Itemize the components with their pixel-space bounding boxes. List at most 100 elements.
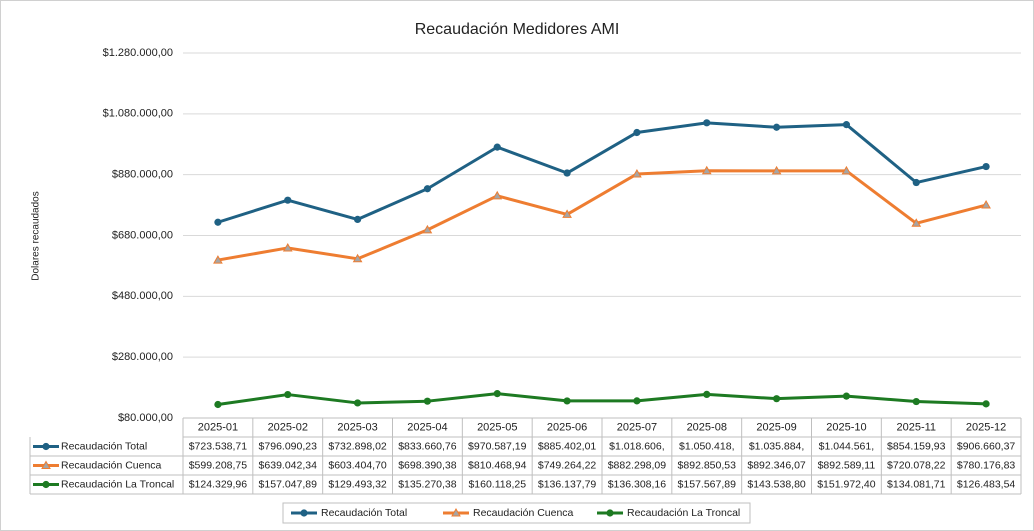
legend-key-marker	[606, 509, 614, 517]
y-tick-label: $280.000,00	[112, 351, 173, 363]
table-cell: $129.493,32	[328, 478, 387, 490]
marker	[423, 397, 432, 405]
table-cell: $599.208,75	[189, 459, 248, 471]
marker	[982, 400, 990, 408]
marker	[562, 209, 572, 218]
table-cell: $970.587,19	[468, 440, 527, 452]
marker	[842, 121, 851, 129]
table-cell: $1.044.561,	[819, 440, 874, 452]
table-cell: $135.270,38	[398, 478, 457, 490]
marker	[352, 253, 363, 263]
table-cell: $603.404,70	[328, 459, 387, 471]
marker	[563, 169, 571, 177]
table-cell: $136.137,79	[538, 478, 597, 490]
table-cell: $134.081,71	[887, 478, 946, 490]
table-cell: $1.035.884,	[749, 440, 804, 452]
marker	[214, 400, 222, 409]
table-cell: $810.468,94	[468, 459, 527, 471]
marker	[563, 397, 571, 405]
marker	[772, 123, 781, 131]
y-axis-label: Dolares recaudados	[31, 191, 42, 281]
legend-label: Recaudación Total	[321, 507, 407, 519]
table-cell: $906.660,37	[957, 440, 1016, 452]
marker	[492, 190, 503, 200]
table-cell: $151.972,40	[817, 478, 876, 490]
table-cell: $157.047,89	[259, 478, 318, 490]
table-header: 2025-12	[966, 421, 1006, 433]
table-cell: $749.264,22	[538, 459, 597, 471]
table-cell: $136.308,16	[608, 478, 667, 490]
table-cell: $1.050.418,	[679, 440, 734, 452]
marker	[912, 397, 920, 406]
marker	[284, 196, 292, 204]
table-series-name: Recaudación Total	[61, 440, 147, 452]
chart-title: Recaudación Medidores AMI	[415, 21, 620, 38]
y-tick-label: $1.080.000,00	[103, 108, 173, 120]
marker	[772, 395, 781, 403]
table-cell: $698.390,38	[398, 459, 457, 471]
table-cell: $1.018.606,	[609, 440, 664, 452]
marker	[911, 218, 922, 227]
table-header: 2025-10	[826, 421, 866, 433]
table-cell: $732.898,02	[328, 440, 387, 452]
y-tick-label: $1.280.000,00	[103, 47, 173, 59]
marker	[422, 224, 433, 234]
legend-key-marker	[41, 460, 51, 469]
legend-key-marker	[42, 442, 50, 451]
table-cell: $892.589,11	[818, 459, 876, 471]
table-cell: $833.660,76	[398, 440, 457, 452]
y-tick-label: $680.000,00	[112, 229, 173, 241]
marker	[282, 242, 293, 252]
table-header: 2025-09	[756, 421, 796, 433]
y-tick-label: $480.000,00	[112, 290, 173, 302]
y-tick-label: $880.000,00	[112, 169, 173, 181]
marker	[912, 178, 920, 187]
legend-key-marker	[451, 507, 461, 517]
series-line	[217, 392, 987, 407]
table-cell: $720.078,22	[887, 459, 946, 471]
marker	[703, 390, 711, 399]
marker	[771, 165, 782, 175]
marker	[982, 162, 990, 171]
legend-key-marker	[42, 480, 50, 489]
table-cell: $126.483,54	[957, 478, 1016, 490]
marker	[632, 168, 642, 178]
table-cell: $780.176,83	[957, 459, 1016, 471]
marker	[841, 165, 852, 175]
table-header: 2025-02	[268, 421, 308, 433]
table-header: 2025-01	[198, 421, 238, 433]
table-header: 2025-06	[547, 421, 587, 433]
series-line	[217, 121, 987, 224]
legend-box	[282, 502, 751, 524]
legend-label: Recaudación La Troncal	[627, 507, 740, 519]
marker	[423, 185, 432, 193]
marker	[284, 390, 292, 399]
table-header: 2025-07	[617, 421, 657, 433]
table-header: 2025-08	[687, 421, 727, 433]
marker	[842, 392, 851, 400]
table-header: 2025-05	[477, 421, 517, 433]
marker	[353, 215, 362, 224]
table-cell: $796.090,23	[259, 440, 318, 452]
marker	[633, 397, 641, 405]
table-header: 2025-04	[407, 421, 447, 433]
table-cell: $160.118,25	[468, 478, 526, 490]
marker	[353, 399, 362, 407]
legend-label: Recaudación Cuenca	[473, 507, 574, 519]
table-cell: $639.042,34	[259, 459, 318, 471]
table-series-name: Recaudación La Troncal	[61, 478, 174, 490]
marker	[493, 390, 501, 398]
table-header: 2025-11	[896, 421, 936, 433]
marker	[213, 255, 223, 264]
marker	[493, 143, 501, 151]
table-cell: $157.567,89	[678, 478, 737, 490]
table-cell: $892.346,07	[747, 459, 806, 471]
table-cell: $885.402,01	[538, 440, 597, 452]
marker	[214, 218, 222, 226]
table-cell: $143.538,80	[747, 478, 806, 490]
table-cell: $892.850,53	[678, 459, 737, 471]
table-header: 2025-03	[337, 421, 377, 433]
